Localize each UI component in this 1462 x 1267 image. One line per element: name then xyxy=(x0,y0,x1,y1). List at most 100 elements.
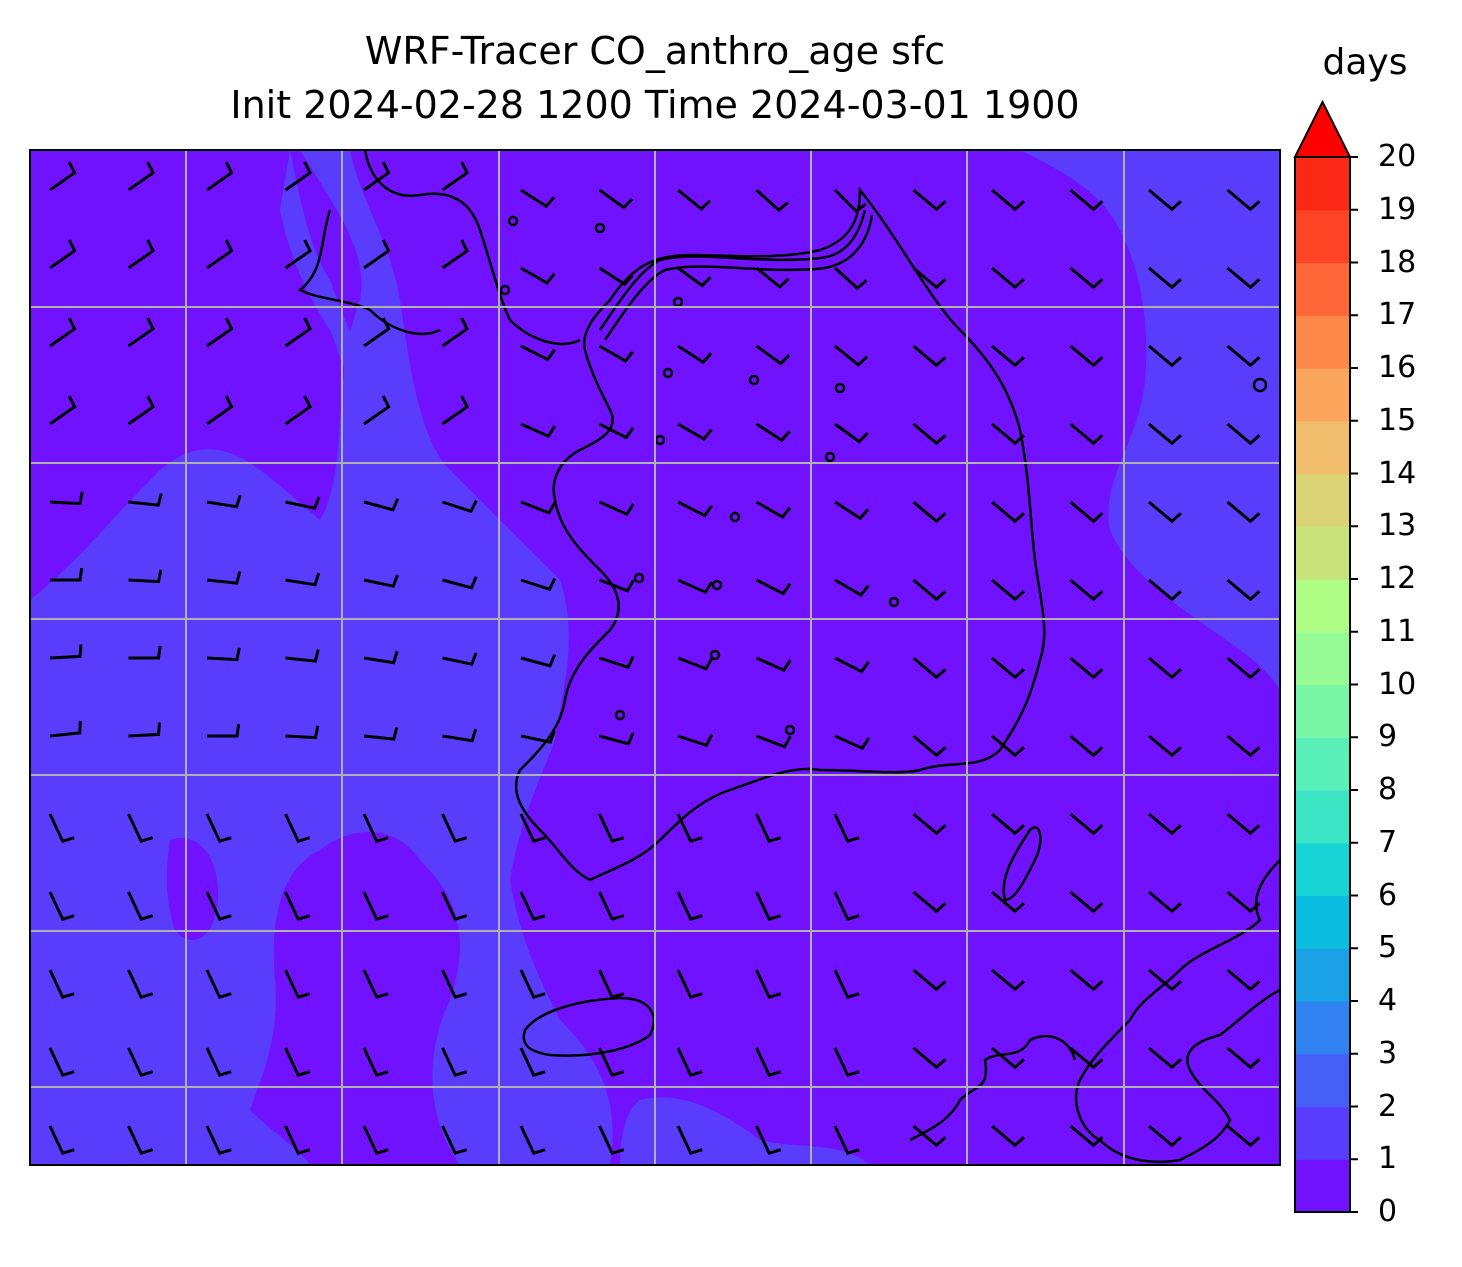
coastline-north xyxy=(363,150,581,346)
wind-barb xyxy=(442,652,478,666)
wind-barb xyxy=(912,578,947,602)
wind-barb xyxy=(598,813,625,844)
wind-barb xyxy=(205,813,232,844)
wind-barb xyxy=(1148,968,1182,992)
map-title: WRF-Tracer CO_anthro_age sfc xyxy=(364,29,946,73)
wind-barb xyxy=(1226,578,1261,602)
wind-barb xyxy=(834,734,871,751)
wind-barb xyxy=(362,1047,389,1078)
wind-barb xyxy=(363,727,399,741)
wind-barb xyxy=(912,968,947,992)
wind-barb xyxy=(127,969,154,1000)
wind-barb xyxy=(1148,656,1182,680)
wind-barb xyxy=(49,720,82,738)
wind-barb xyxy=(284,239,313,270)
wind-barb xyxy=(833,1047,860,1078)
wind-barb xyxy=(49,491,84,506)
colorbar-segment xyxy=(1295,948,1350,1002)
wind-barb xyxy=(677,656,714,671)
wind-barb xyxy=(519,813,546,844)
wind-barb xyxy=(991,812,1025,836)
wind-barb xyxy=(912,500,947,524)
wind-barb xyxy=(442,728,478,743)
wind-barb xyxy=(1069,188,1104,212)
wind-barb xyxy=(285,725,320,740)
wind-barb xyxy=(598,266,634,287)
wind-barb xyxy=(441,1047,468,1078)
wind-barb xyxy=(127,813,154,844)
island-tsushima xyxy=(1002,826,1042,902)
wind-barb xyxy=(1226,188,1261,212)
wind-barb xyxy=(362,1125,389,1156)
wind-barb xyxy=(206,647,241,662)
wind-barbs xyxy=(48,161,1261,1156)
wind-barb xyxy=(284,317,313,348)
age-band-south xyxy=(620,1097,870,1165)
colorbar-segment xyxy=(1295,420,1350,475)
wind-barb xyxy=(677,578,714,595)
wind-barb xyxy=(127,317,156,348)
colorbar-tick-label: 2 xyxy=(1378,1088,1398,1124)
wind-barb xyxy=(991,266,1025,290)
map-frame xyxy=(29,149,1281,1166)
wind-barb xyxy=(991,1124,1025,1148)
colorbar-segment xyxy=(1295,790,1350,844)
wind-barb xyxy=(128,493,163,507)
wind-barb xyxy=(598,422,635,440)
wind-barb xyxy=(284,395,313,426)
wind-barb xyxy=(1148,1046,1182,1070)
wind-barb xyxy=(284,1125,311,1156)
wind-barb xyxy=(755,656,792,673)
age-field-pocket xyxy=(166,838,219,940)
coastline-japan-west xyxy=(909,1034,1077,1142)
age-band-northwest xyxy=(280,150,411,440)
wind-barb xyxy=(1226,344,1261,368)
wind-barb xyxy=(991,344,1025,368)
wind-barb xyxy=(519,1047,546,1078)
wind-barb xyxy=(1148,188,1182,212)
wind-barb xyxy=(1226,812,1261,836)
wind-barb xyxy=(1069,266,1104,290)
wind-barb xyxy=(598,1125,625,1156)
wind-barb xyxy=(1069,734,1104,758)
wind-barb xyxy=(912,422,947,446)
colorbar-segment xyxy=(1295,1001,1350,1055)
wind-barb xyxy=(520,344,556,362)
wind-barb xyxy=(599,732,635,746)
colorbar-segment xyxy=(1295,315,1350,369)
colorbar-tick-label: 13 xyxy=(1378,508,1417,544)
wind-barb xyxy=(912,344,947,368)
wind-barb xyxy=(1069,500,1104,524)
wind-barb xyxy=(1148,578,1182,602)
colorbar-segment xyxy=(1295,1106,1350,1160)
wind-barb xyxy=(441,891,468,922)
colorbar-tick-label: 6 xyxy=(1378,877,1398,913)
wind-barb xyxy=(598,344,635,363)
wind-barb xyxy=(833,891,860,922)
wind-barb xyxy=(1226,1046,1261,1070)
wind-barb xyxy=(284,813,311,844)
wind-barb xyxy=(677,422,713,441)
wind-barb xyxy=(520,730,556,744)
colorbar-tick-label: 1 xyxy=(1378,1141,1398,1177)
wind-barb xyxy=(48,891,75,922)
colorbar-tick-label: 12 xyxy=(1378,561,1417,596)
wind-barb xyxy=(284,1047,311,1078)
colorbar-segment xyxy=(1295,473,1350,527)
wind-barb xyxy=(285,572,321,587)
wind-barb xyxy=(441,317,470,348)
wind-barb xyxy=(1069,422,1104,446)
wind-barb xyxy=(912,266,947,290)
border-line-2 xyxy=(603,214,874,341)
colorbar-tick-label: 18 xyxy=(1378,244,1417,280)
wind-barb xyxy=(1148,500,1182,524)
colorbar-tick-label: 15 xyxy=(1378,402,1417,438)
coastline-bay xyxy=(297,209,441,336)
wind-barb xyxy=(755,578,792,596)
wind-barb xyxy=(363,161,391,192)
wind-barb xyxy=(677,266,712,288)
colorbar-tick-label: 17 xyxy=(1378,297,1417,333)
map-subtitle: Init 2024-02-28 1200 Time 2024-03-01 190… xyxy=(230,83,1080,127)
wind-barb xyxy=(755,891,782,922)
wind-barb xyxy=(912,656,947,680)
